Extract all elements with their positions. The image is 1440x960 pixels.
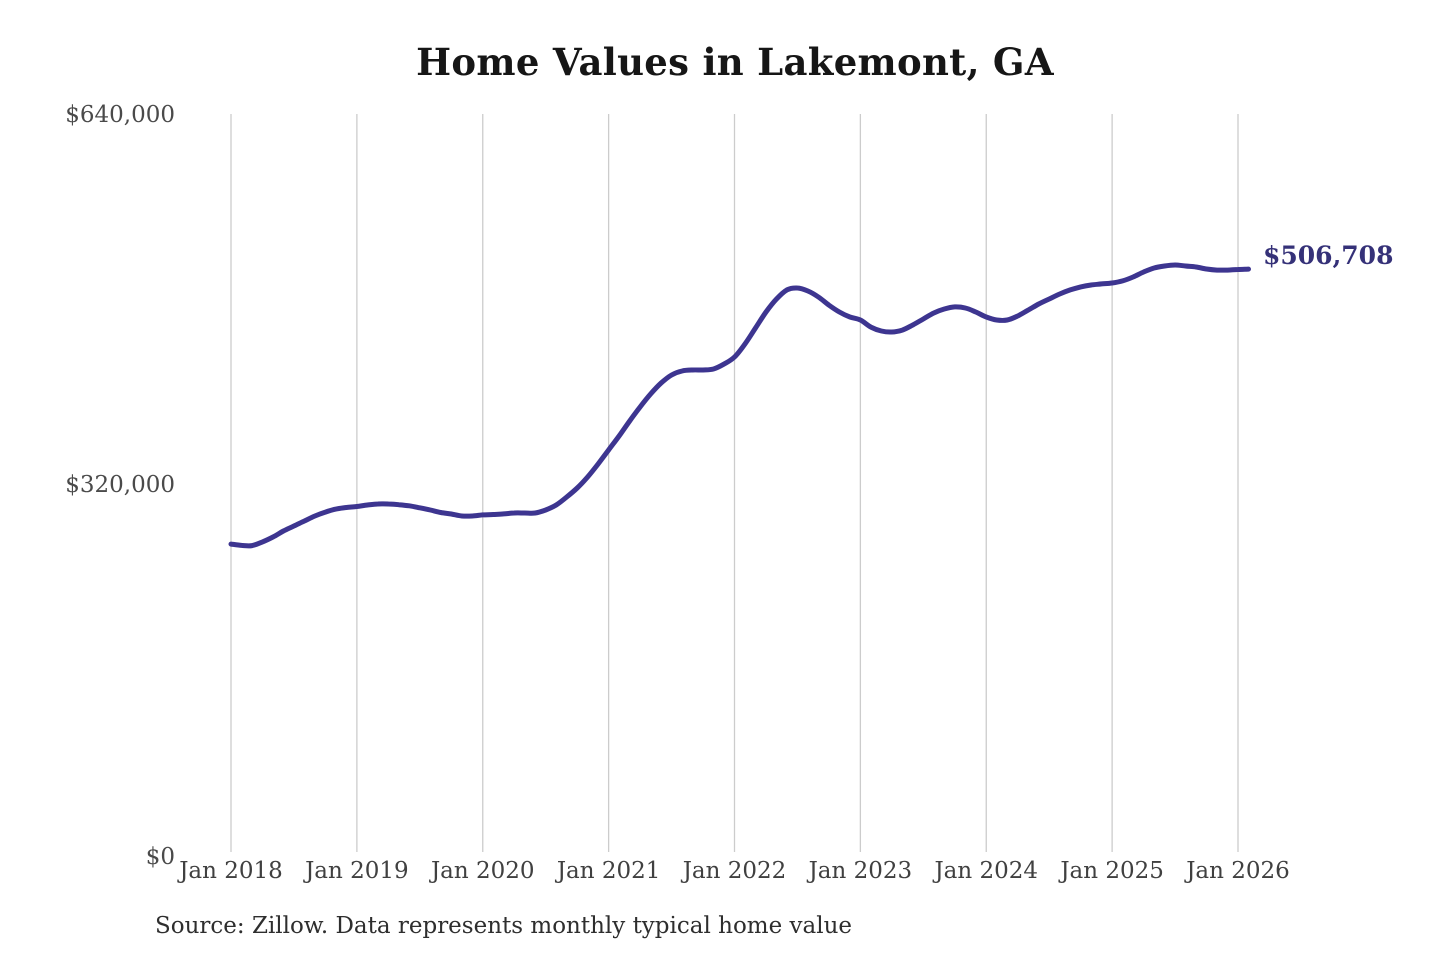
chart-title: Home Values in Lakemont, GA [416,40,1054,84]
x-axis-label: Jan 2018 [179,858,283,884]
x-axis-label: Jan 2024 [934,858,1039,884]
x-axis-label: Jan 2026 [1186,858,1290,884]
x-axis-label: Jan 2020 [430,858,535,884]
x-axis-label: Jan 2025 [1060,858,1164,884]
y-axis-label-0: $0 [145,844,175,870]
latest-value-label: $506,708 [1263,241,1394,270]
source-note: Source: Zillow. Data represents monthly … [155,913,853,939]
x-axis-label: Jan 2021 [556,858,661,884]
home-value-line [228,262,1251,549]
y-axis-label-320000: $320,000 [65,472,175,498]
x-axis-label: Jan 2022 [682,858,787,884]
x-axis-label: Jan 2019 [305,858,409,884]
x-axis-label: Jan 2023 [808,858,913,884]
gridlines [230,114,1239,852]
y-axis-label-640000: $640,000 [65,102,175,128]
